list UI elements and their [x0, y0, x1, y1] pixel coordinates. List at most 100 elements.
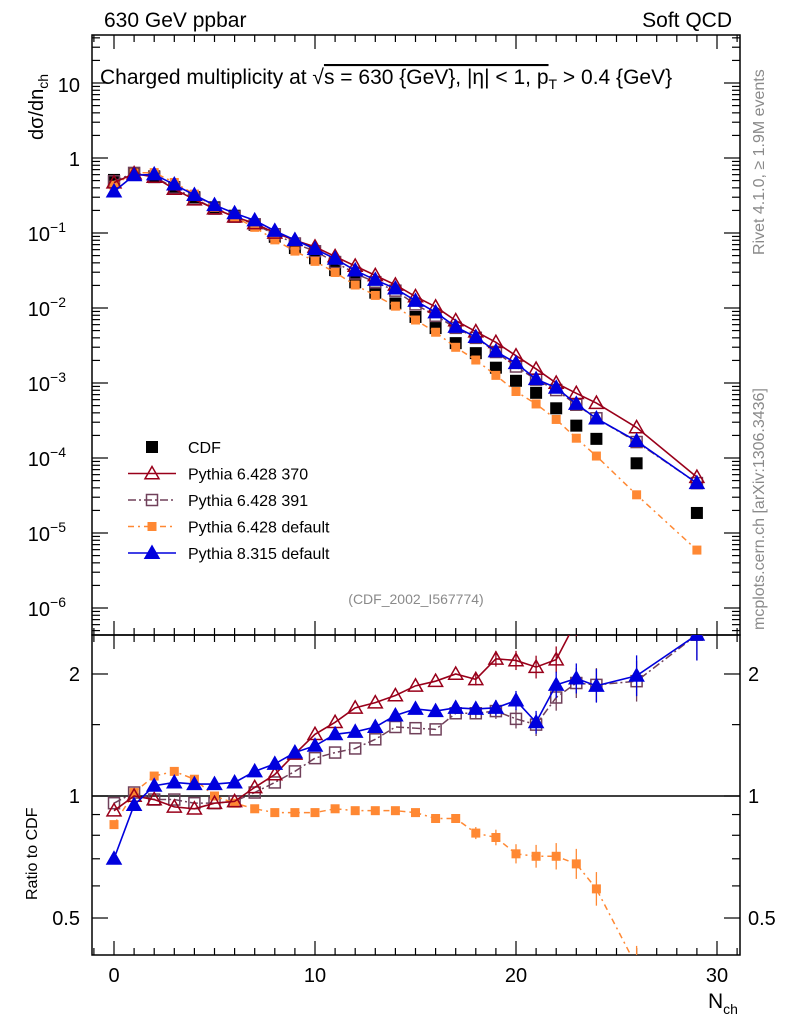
p6_def-ratio-point	[511, 849, 521, 859]
ytick-exponent: −1	[50, 219, 66, 235]
ytick-exponent: −5	[50, 519, 66, 535]
cdf-data-point	[510, 374, 522, 387]
p8-ratio-point	[427, 702, 444, 718]
p6_def-main-point	[310, 256, 320, 266]
p6_370-ratio-point	[630, 596, 644, 608]
p8-main-point	[367, 271, 384, 286]
ratio-ytick-label-left: 0.5	[52, 908, 80, 930]
p8-main-point	[306, 240, 324, 256]
p6_370-ratio-point	[447, 665, 464, 680]
p6_391-ratio-point	[268, 776, 282, 789]
ytick-exponent: −2	[50, 294, 66, 310]
p6_370-ratio-point	[467, 670, 485, 686]
p8-main-point	[226, 204, 243, 220]
p6_def-ratio-point	[310, 808, 320, 818]
p6_391-ratio-point	[308, 751, 322, 765]
mcplots-label: mcplots.cern.ch [arXiv:1306.3436]	[751, 388, 768, 630]
p6_def-ratio-point	[290, 808, 300, 818]
p8-main-point	[186, 186, 203, 202]
p6_def-main-point	[350, 280, 360, 290]
p8-ratio-point	[628, 667, 645, 682]
cdf-data-point	[530, 386, 543, 399]
ytick-base: 10	[28, 449, 50, 471]
p6_def-main-point	[511, 386, 521, 396]
p6_370-ratio-point	[387, 686, 404, 702]
p6_370-ratio-point	[569, 614, 583, 626]
ytick-label: 10	[58, 75, 80, 97]
ytick-label: 10−4	[28, 444, 66, 471]
p8-main-point	[166, 176, 183, 191]
p6_391-ratio-point	[328, 746, 342, 759]
p6_def-ratio-point	[591, 884, 601, 894]
header-left: 630 GeV ppbar	[104, 9, 246, 32]
p6_def-ratio-point	[571, 859, 581, 869]
ratio-ytick-label-right: 0.5	[748, 908, 776, 930]
p8-ratio-point	[387, 706, 404, 722]
p6_370-ratio-point	[266, 765, 284, 781]
p6_370-ratio-point	[487, 650, 505, 665]
p6_def-ratio-point	[250, 804, 260, 814]
p6_def-ratio-point	[471, 828, 481, 838]
ytick-label: 10−1	[28, 219, 66, 246]
rivet-version-label: Rivet 4.1.0, ≥ 1.9M events	[751, 69, 768, 255]
p6_370-ratio-point	[407, 677, 424, 692]
p6_def-ratio-point	[491, 832, 501, 842]
p8-ratio-point	[105, 850, 123, 865]
ytick-base: 10	[28, 599, 50, 621]
p8-main-point	[387, 280, 404, 295]
p6_370-ratio-point	[206, 794, 223, 810]
p6_391-ratio-point	[168, 793, 181, 806]
ytick-exponent: −3	[50, 369, 66, 385]
p6_def-ratio-point	[370, 806, 380, 816]
p8-ratio-point	[547, 676, 565, 691]
p8-ratio-point	[346, 723, 364, 738]
ratio-ytick-label-right: 2	[748, 664, 759, 686]
p6_def-main-point	[491, 370, 501, 380]
p8-ratio-point	[226, 773, 243, 789]
cdf-data-point	[550, 402, 563, 415]
ratio-y-axis-label: Ratio to CDF	[24, 807, 41, 900]
p8-main-point	[527, 370, 545, 386]
p8-main-point	[206, 196, 223, 212]
p6_def-ratio-point	[390, 806, 400, 816]
p8-main-point	[346, 261, 364, 277]
p6_def-main-point	[290, 246, 300, 256]
p6_def-ratio-point	[692, 992, 701, 1001]
p8-main-point	[286, 231, 304, 247]
p6_370-main-line	[113, 172, 698, 478]
cdf-data-point	[570, 419, 583, 432]
p6_391-ratio-point	[429, 723, 442, 736]
p6_391-ratio-point	[107, 796, 121, 810]
p8-main-point	[246, 211, 263, 227]
x-axis-label: Nch	[708, 990, 738, 1017]
p8-main-point	[628, 432, 645, 448]
p6_def-ratio-point	[169, 766, 179, 776]
p6_def-main-point	[270, 235, 280, 245]
p8-main-point	[326, 250, 344, 265]
p6_391-ratio-point	[348, 742, 362, 755]
p8-ratio-point	[125, 796, 143, 812]
p8-ratio-point	[166, 773, 183, 789]
ytick-base: 10	[28, 224, 50, 246]
p6_391-ratio-point	[369, 733, 382, 746]
p6_def-ratio-point	[551, 851, 561, 861]
ytick-exponent: −4	[50, 444, 66, 460]
p6_391-ratio-point	[288, 765, 302, 778]
ytick-exponent: −6	[50, 594, 66, 610]
p6_def-main-point	[411, 315, 420, 325]
p8-ratio-point	[145, 777, 163, 792]
p6_370-ratio-point	[346, 699, 364, 714]
legend-label: Pythia 6.428 391	[188, 493, 308, 510]
ytick-base: 10	[28, 524, 50, 546]
p8-ratio-point	[688, 635, 706, 641]
p6_def-main-point	[370, 290, 380, 300]
p8-ratio-point	[407, 700, 424, 715]
ytick-label: 10−6	[28, 594, 66, 621]
p6_391-ratio-point	[389, 720, 402, 734]
p6_def-ratio-point	[531, 851, 541, 861]
ytick-label: 1	[69, 149, 80, 171]
p8-main-point	[427, 303, 444, 319]
p6_370-ratio-point	[246, 778, 263, 794]
legend-marker-p6_391	[145, 493, 159, 507]
p8-ratio-point	[367, 718, 384, 733]
